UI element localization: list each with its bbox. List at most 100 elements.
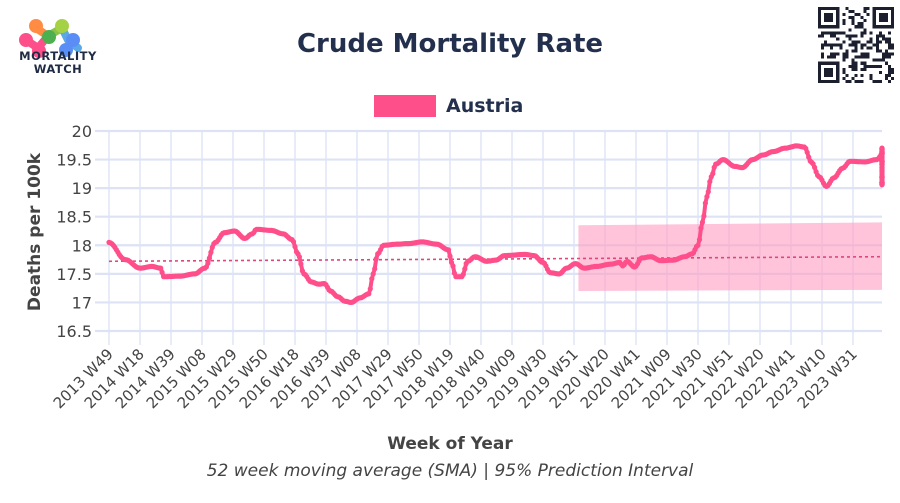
qr-module <box>887 73 891 77</box>
qr-module <box>827 43 831 47</box>
qr-code-icon <box>818 7 894 83</box>
qr-module <box>854 40 858 44</box>
qr-module <box>863 28 867 32</box>
qr-module <box>848 10 852 14</box>
qr-module <box>833 55 837 59</box>
qr-module <box>884 49 888 53</box>
qr-module <box>830 52 834 56</box>
austria-point <box>699 219 706 225</box>
x-axis-title: Week of Year <box>387 434 513 454</box>
y-tick-label: 18 <box>72 236 92 255</box>
austria-point <box>695 242 701 248</box>
qr-module <box>860 52 864 56</box>
qr-module <box>851 49 855 53</box>
qr-module <box>872 43 876 47</box>
austria-point <box>372 266 378 272</box>
qr-module <box>872 58 876 62</box>
qr-module <box>845 79 849 83</box>
qr-module <box>848 64 852 68</box>
austria-point <box>701 213 707 219</box>
qr-module <box>866 55 870 59</box>
qr-module <box>845 7 849 11</box>
qr-module <box>839 43 843 47</box>
qr-module <box>854 49 858 53</box>
qr-module <box>890 76 894 80</box>
qr-module <box>884 52 888 56</box>
qr-module <box>863 55 867 59</box>
qr-module <box>890 52 894 56</box>
qr-module <box>887 40 891 44</box>
qr-module <box>878 58 882 62</box>
qr-module <box>851 61 855 65</box>
qr-module <box>824 40 828 44</box>
qr-module <box>818 34 822 38</box>
qr-module <box>887 79 891 83</box>
qr-module <box>836 52 840 56</box>
y-tick-label: 18.5 <box>56 208 92 227</box>
qr-module <box>860 67 864 71</box>
qr-module <box>890 43 894 47</box>
qr-module <box>878 34 882 38</box>
qr-module <box>887 43 891 47</box>
qr-module <box>851 76 855 80</box>
qr-module <box>842 31 846 35</box>
qr-module <box>887 37 891 41</box>
qr-module <box>884 73 888 77</box>
austria-point <box>205 260 211 266</box>
qr-module <box>860 16 864 20</box>
qr-module <box>884 61 888 65</box>
qr-module <box>887 70 891 74</box>
qr-module <box>866 52 870 56</box>
austria-point <box>206 255 212 261</box>
legend-label-austria: Austria <box>446 95 524 117</box>
qr-module <box>869 31 873 35</box>
qr-module <box>866 13 870 17</box>
prediction-interval-area <box>578 222 882 291</box>
austria-series <box>106 143 885 305</box>
austria-point <box>879 179 885 185</box>
qr-module <box>866 40 870 44</box>
qr-module <box>830 34 834 38</box>
qr-module <box>845 73 849 77</box>
qr-module <box>863 67 867 71</box>
qr-module <box>824 43 828 47</box>
qr-module <box>881 34 885 38</box>
qr-module <box>851 22 855 26</box>
austria-point <box>298 261 304 267</box>
qr-module <box>884 55 888 59</box>
qr-module <box>854 13 858 17</box>
qr-module <box>863 61 867 65</box>
qr-module <box>851 19 855 23</box>
qr-module <box>860 31 864 35</box>
qr-module <box>869 73 873 77</box>
qr-module <box>860 61 864 65</box>
austria-point <box>812 164 818 170</box>
qr-module <box>830 43 834 47</box>
y-tick-label: 16.5 <box>56 322 92 341</box>
qr-module <box>881 55 885 59</box>
qr-module <box>821 43 825 47</box>
y-axis-ticks: 16.5 17 17.5 18 18.5 19 19.5 20 <box>56 122 92 341</box>
qr-module <box>887 55 891 59</box>
qr-module <box>854 25 858 29</box>
qr-module <box>863 31 867 35</box>
qr-module <box>860 55 864 59</box>
qr-module <box>833 34 837 38</box>
qr-module <box>863 19 867 23</box>
austria-point <box>804 149 810 155</box>
chart-title: Crude Mortality Rate <box>296 29 604 59</box>
qr-module <box>848 28 852 32</box>
austria-point <box>450 263 456 269</box>
qr-module <box>842 52 846 56</box>
austria-point <box>806 154 812 160</box>
qr-module <box>887 31 891 35</box>
austria-point <box>445 247 452 253</box>
legend[interactable]: Austria <box>374 94 523 118</box>
qr-module <box>845 52 849 56</box>
qr-module <box>884 76 888 80</box>
qr-module <box>851 16 855 20</box>
qr-module <box>860 79 864 83</box>
qr-module <box>857 55 861 59</box>
prediction-interval-band <box>578 222 882 291</box>
